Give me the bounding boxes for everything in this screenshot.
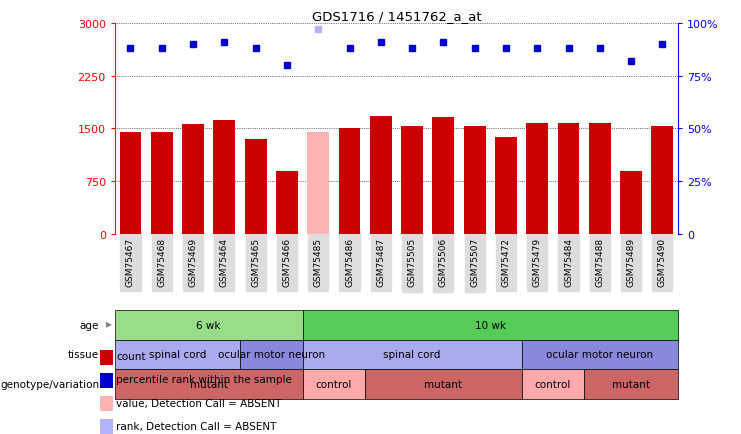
- Text: mutant: mutant: [425, 379, 462, 389]
- Bar: [584, 369, 678, 399]
- Bar: [276, 171, 298, 234]
- Bar: [119, 133, 142, 234]
- Bar: [115, 310, 302, 340]
- Bar: [339, 129, 360, 234]
- Bar: [245, 140, 267, 234]
- Bar: [495, 138, 517, 234]
- Text: spinal cord: spinal cord: [149, 350, 206, 359]
- Text: count: count: [116, 352, 146, 362]
- Bar: [526, 124, 548, 234]
- Text: ocular motor neuron: ocular motor neuron: [546, 350, 654, 359]
- Bar: [522, 340, 678, 369]
- Bar: [100, 373, 113, 388]
- Bar: [302, 340, 522, 369]
- Bar: [308, 133, 329, 234]
- Text: tissue: tissue: [68, 350, 99, 359]
- Bar: [464, 127, 485, 234]
- Bar: [302, 369, 365, 399]
- Text: percentile rank within the sample: percentile rank within the sample: [116, 375, 292, 385]
- Title: GDS1716 / 1451762_a_at: GDS1716 / 1451762_a_at: [312, 10, 481, 23]
- Bar: [240, 340, 302, 369]
- Bar: [302, 310, 678, 340]
- Bar: [100, 396, 113, 411]
- Text: ocular motor neuron: ocular motor neuron: [218, 350, 325, 359]
- Bar: [620, 171, 642, 234]
- Text: control: control: [316, 379, 352, 389]
- Text: age: age: [80, 320, 99, 330]
- Text: spinal cord: spinal cord: [383, 350, 441, 359]
- Bar: [115, 340, 240, 369]
- Bar: [589, 124, 611, 234]
- Bar: [182, 125, 204, 234]
- Bar: [115, 369, 302, 399]
- Text: value, Detection Call = ABSENT: value, Detection Call = ABSENT: [116, 398, 282, 408]
- Bar: [651, 127, 674, 234]
- Text: genotype/variation: genotype/variation: [0, 379, 99, 389]
- Bar: [433, 118, 454, 234]
- Text: control: control: [535, 379, 571, 389]
- Bar: [365, 369, 522, 399]
- Bar: [401, 127, 423, 234]
- Text: mutant: mutant: [612, 379, 650, 389]
- Bar: [100, 419, 113, 434]
- Text: rank, Detection Call = ABSENT: rank, Detection Call = ABSENT: [116, 421, 276, 431]
- Bar: [557, 124, 579, 234]
- Bar: [522, 369, 584, 399]
- Text: 6 wk: 6 wk: [196, 320, 221, 330]
- Text: mutant: mutant: [190, 379, 227, 389]
- Bar: [370, 116, 392, 234]
- Bar: [100, 350, 113, 365]
- Bar: [151, 133, 173, 234]
- Text: 10 wk: 10 wk: [475, 320, 506, 330]
- Bar: [213, 121, 236, 234]
